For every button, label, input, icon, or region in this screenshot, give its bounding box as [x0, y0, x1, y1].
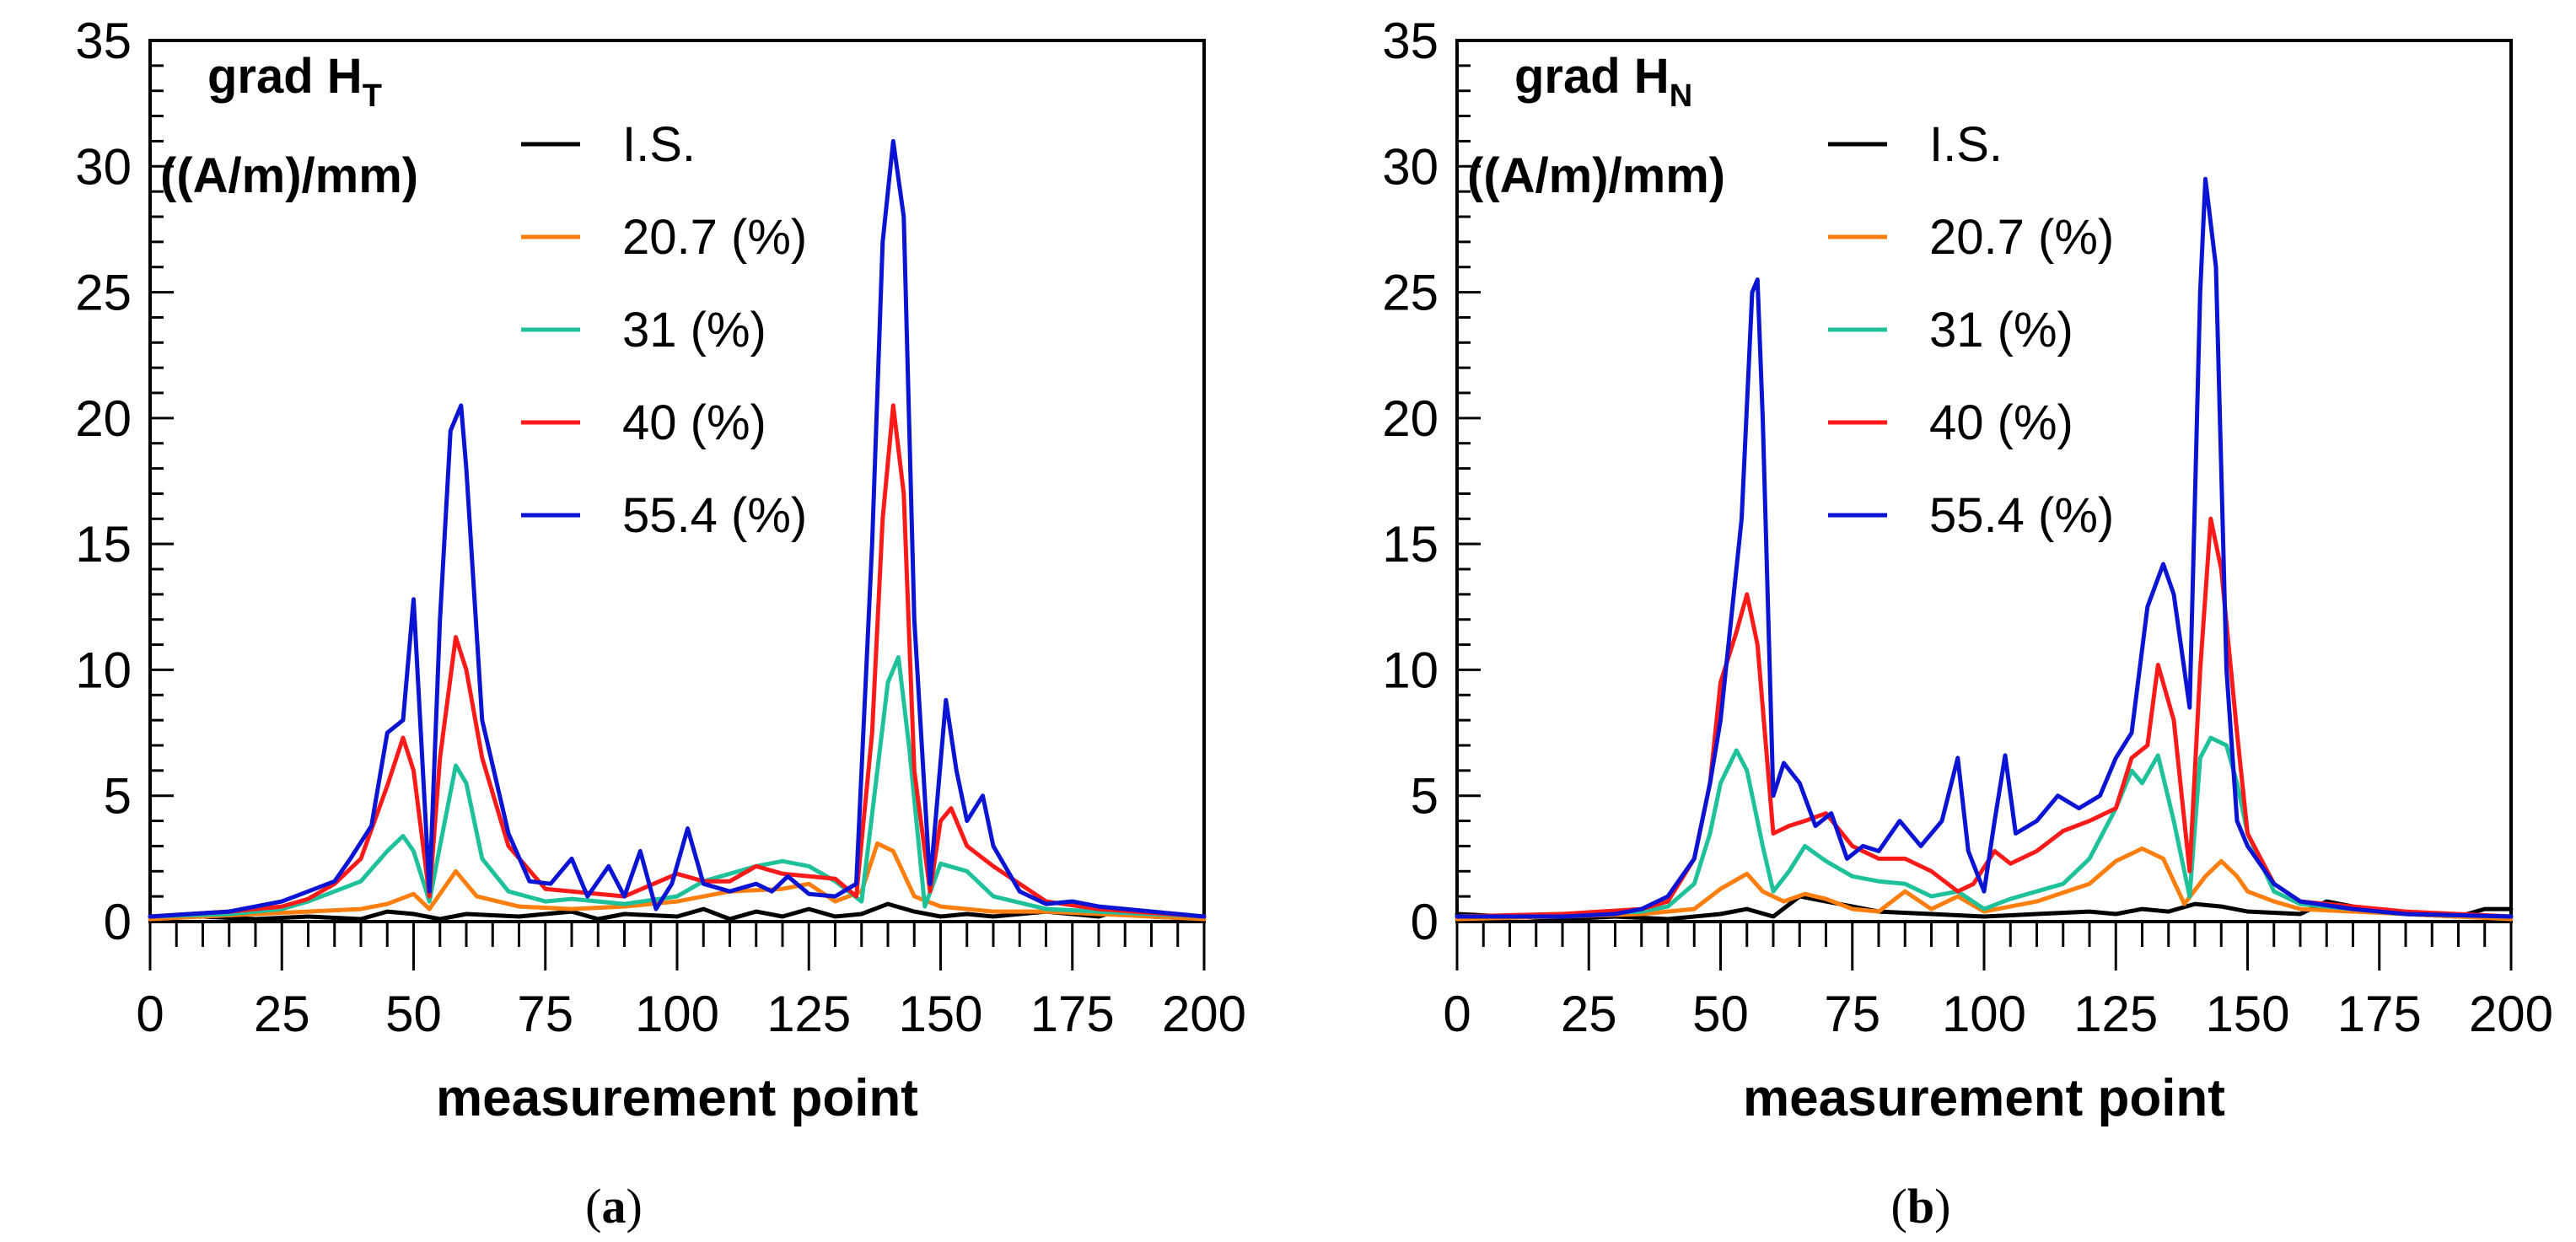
x-tick-label: 125 [766, 986, 851, 1042]
x-axis-title: measurement point [436, 1069, 918, 1127]
y-tick-label: 35 [75, 13, 132, 69]
x-tick-label: 200 [2469, 986, 2553, 1042]
y-tick-label: 5 [1411, 768, 1439, 825]
x-tick-label: 50 [385, 986, 442, 1042]
panel-title-subscript: T [363, 78, 382, 114]
x-tick-label: 175 [2337, 986, 2422, 1042]
y-tick-label: 0 [104, 894, 132, 950]
caption-close-paren: ) [627, 1179, 643, 1234]
series-line-55-4- [1455, 176, 2514, 919]
chart-panel-a: 0 5 10 15 20 25 30 35 0 25 50 75 100 125 150 175 200 meas… [75, 13, 1246, 1234]
x-tick-label: 0 [136, 986, 164, 1042]
x-tick-label: 150 [2205, 986, 2289, 1042]
legend-label: I.S. [622, 117, 696, 172]
x-tick-label: 150 [898, 986, 982, 1042]
x-tick-label: 175 [1030, 986, 1115, 1042]
x-tick-label: 50 [1692, 986, 1749, 1042]
series-line-40- [148, 403, 1207, 919]
legend-label: 55.4 (%) [1929, 488, 2114, 543]
legend-label: 20.7 (%) [1929, 210, 2114, 265]
panel-title: grad HN [1514, 49, 1692, 114]
y-tick-label: 35 [1382, 13, 1439, 69]
x-tick-label: 75 [517, 986, 573, 1042]
x-tick-label: 125 [2073, 986, 2158, 1042]
y-tick-label: 10 [75, 642, 132, 698]
x-tick-label: 200 [1162, 986, 1246, 1042]
x-tick-label: 25 [1561, 986, 1617, 1042]
legend-label: 31 (%) [1929, 303, 2073, 358]
y-tick-label: 10 [1382, 642, 1439, 698]
panel-caption: (a) [585, 1179, 643, 1234]
series-line-31- [148, 655, 1207, 919]
series-line-I-S- [148, 901, 1207, 922]
x-tick-label: 100 [635, 986, 719, 1042]
y-tick-label: 5 [104, 768, 132, 825]
series-line-40- [1455, 516, 2514, 919]
x-tick-label: 25 [254, 986, 310, 1042]
y-tick-label: 20 [1382, 390, 1439, 447]
x-tick-label: 100 [1942, 986, 2026, 1042]
chart-panel-b: 0 5 10 15 20 25 30 35 0 25 50 75 100 125 150 175 200 meas… [1382, 13, 2553, 1234]
panel-title-main: grad H [207, 49, 363, 104]
legend-label: 40 (%) [622, 395, 766, 450]
legend-label: 40 (%) [1929, 395, 2073, 450]
y-tick-label: 30 [75, 138, 132, 195]
panel-title: grad HT [207, 49, 382, 114]
y-tick-label: 30 [1382, 138, 1439, 195]
caption-open-paren: ( [1891, 1179, 1907, 1234]
caption-letter: a [602, 1179, 627, 1234]
caption-letter: b [1907, 1179, 1934, 1234]
unit-label: ((A/m)/mm) [1467, 148, 1725, 203]
legend-label: I.S. [1929, 117, 2003, 172]
panel-title-main: grad H [1514, 49, 1670, 104]
panel-caption: (b) [1891, 1179, 1951, 1234]
series-line-20-7- [1455, 846, 2514, 922]
unit-label: ((A/m)/mm) [160, 148, 418, 203]
panel-title-subscript: N [1670, 78, 1692, 114]
x-tick-label: 75 [1824, 986, 1880, 1042]
legend-label: 55.4 (%) [622, 488, 807, 543]
y-tick-label: 25 [1382, 265, 1439, 321]
y-tick-label: 0 [1411, 894, 1439, 950]
y-tick-label: 20 [75, 390, 132, 447]
y-tick-label: 15 [75, 516, 132, 573]
x-axis-title: measurement point [1743, 1069, 2225, 1127]
y-tick-label: 25 [75, 265, 132, 321]
series-line-55-4- [148, 138, 1207, 919]
caption-open-paren: ( [585, 1179, 601, 1234]
caption-close-paren: ) [1934, 1179, 1950, 1234]
legend-label: 20.7 (%) [622, 210, 807, 265]
legend-label: 31 (%) [622, 303, 766, 358]
y-tick-label: 15 [1382, 516, 1439, 573]
x-tick-label: 0 [1443, 986, 1471, 1042]
